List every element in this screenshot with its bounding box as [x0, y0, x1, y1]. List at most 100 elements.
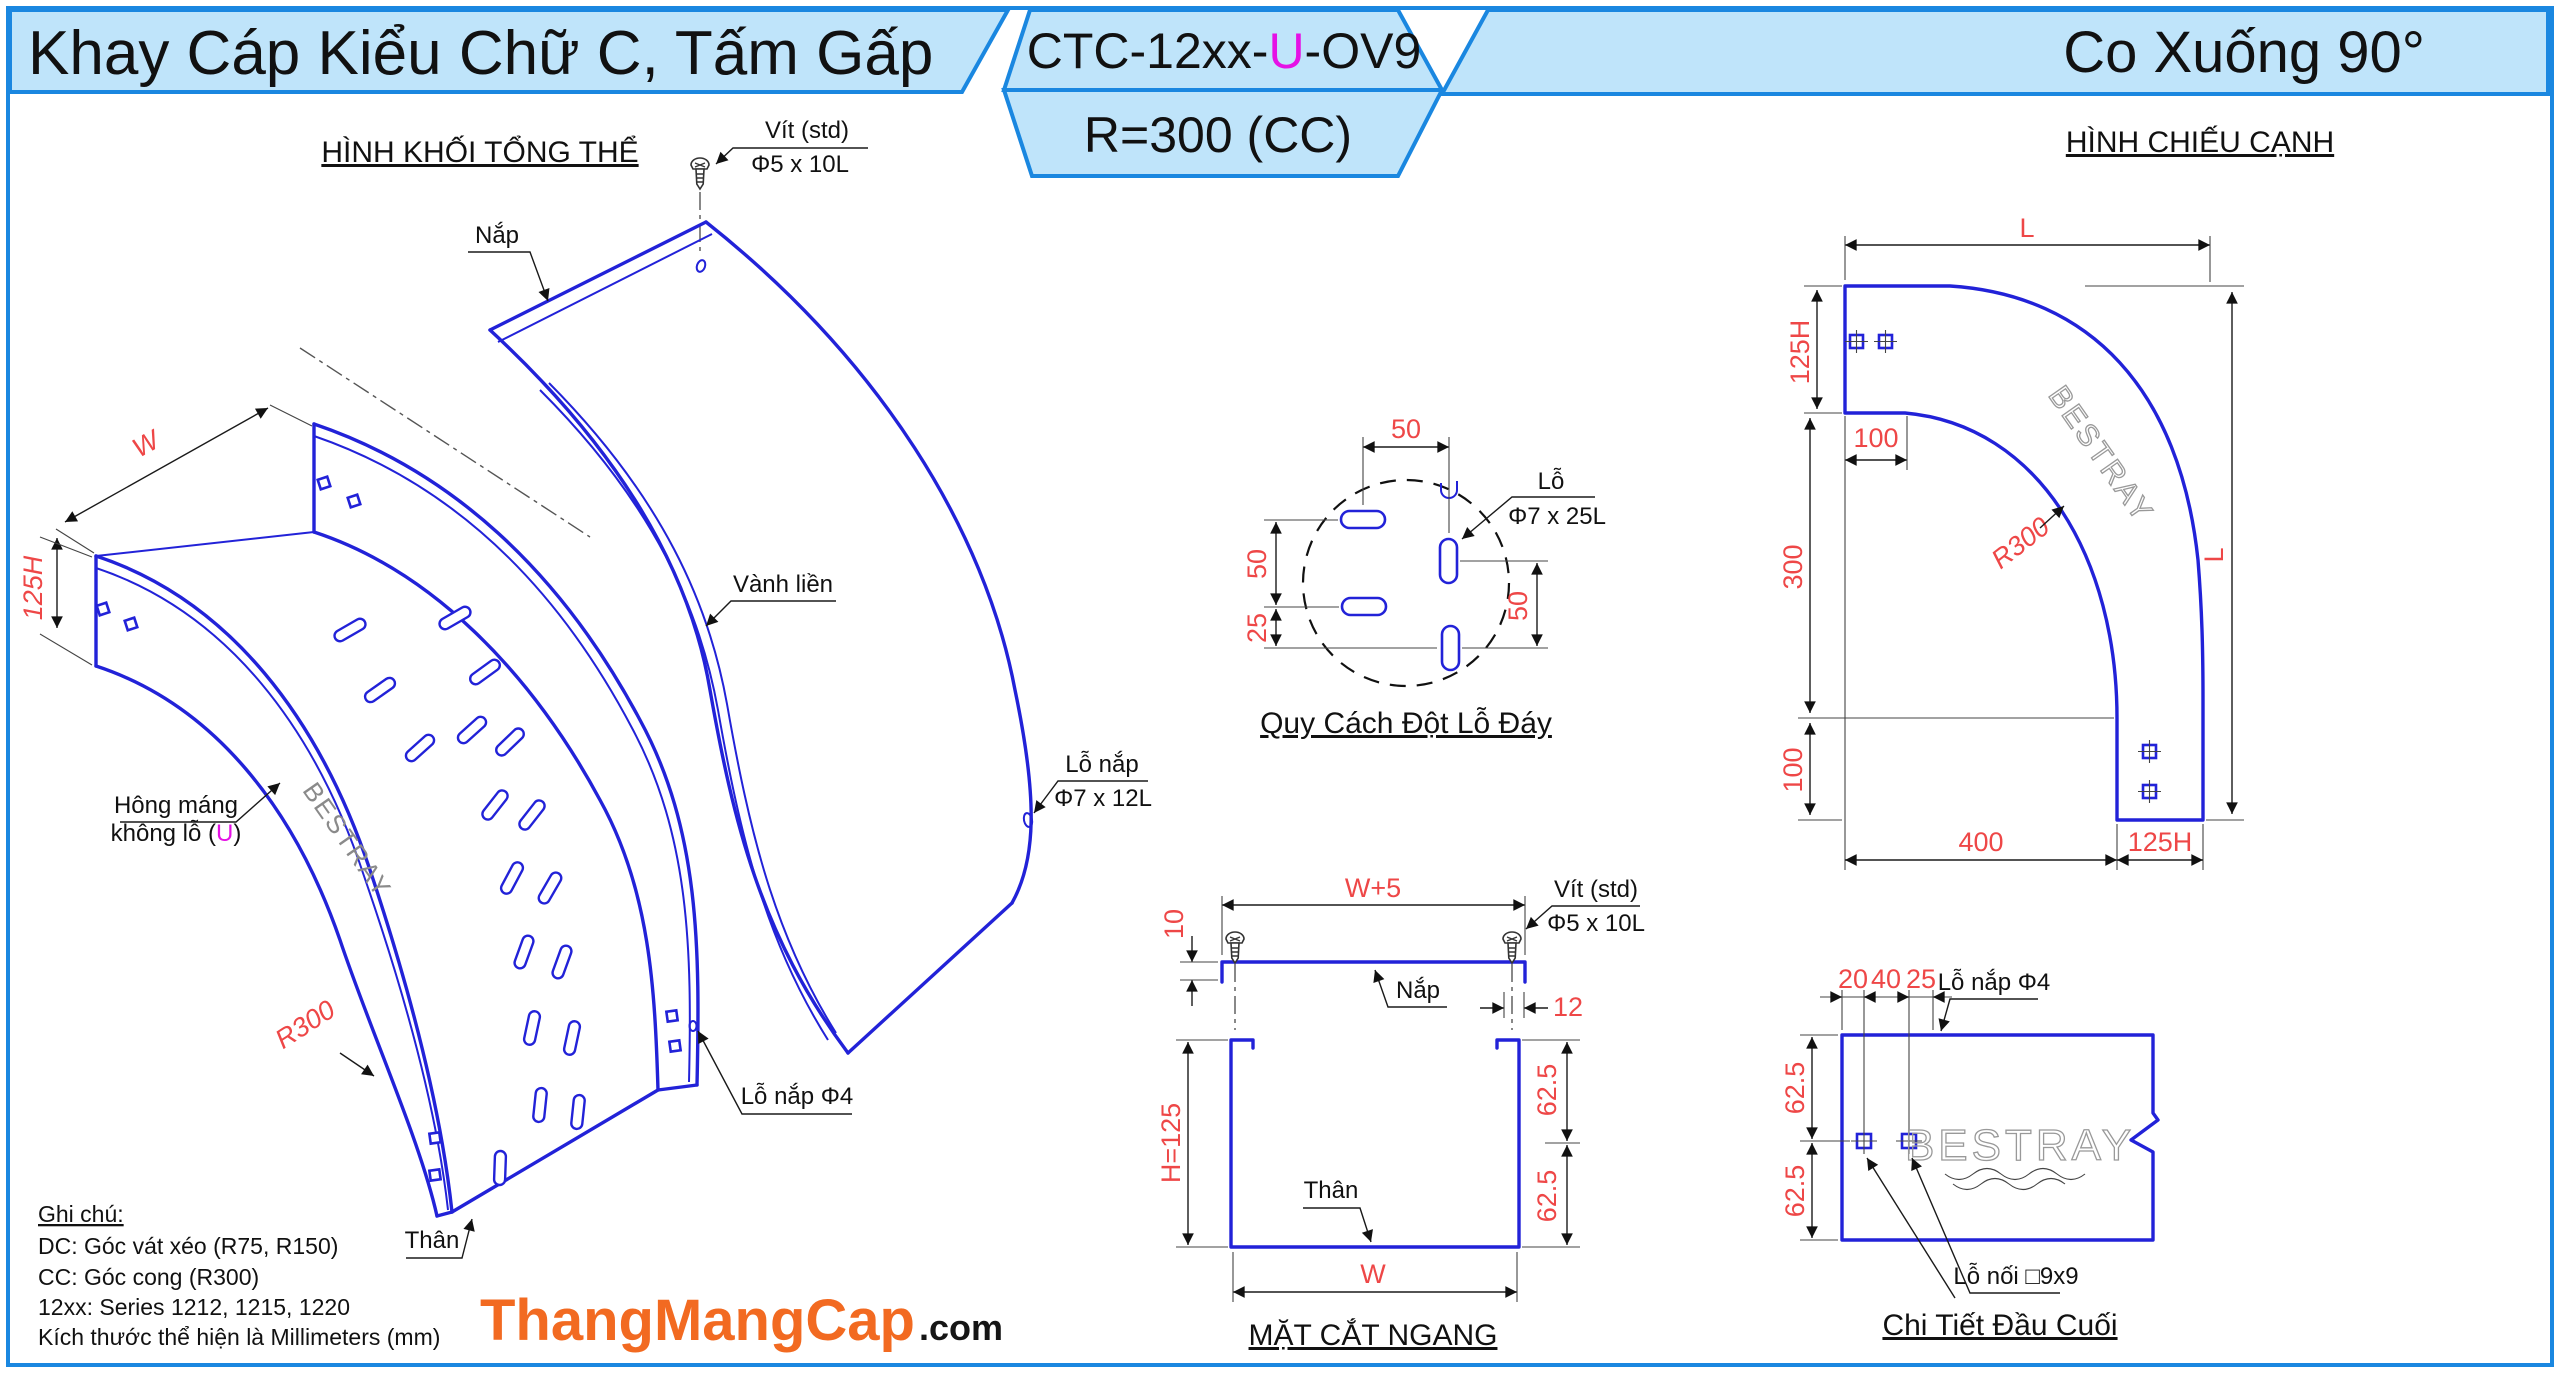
dim-w5: W+5: [1345, 873, 1401, 903]
leader-joint-hole-1: [1911, 1157, 2060, 1294]
dim-width: W: [127, 424, 166, 464]
side-outline: [1843, 284, 2205, 822]
label-joint-hole: Lỗ nối □9x9: [1953, 1263, 2078, 1290]
view-side-title: HÌNH CHIẾU CẠNH: [2066, 125, 2334, 159]
dim-40: 40: [1871, 964, 1901, 994]
dim-300: 300: [1778, 544, 1808, 589]
leader-side-wall: [120, 782, 281, 823]
dim-625-lower: 62.5: [1532, 1170, 1562, 1223]
slot-h2: [1340, 596, 1388, 617]
section-cover: [1220, 960, 1527, 984]
slot-v2: [1440, 624, 1461, 672]
side-dimens: L L 125H 100 300 100 400 125H R300: [1778, 213, 2244, 870]
watermark-wave: [1944, 1167, 2086, 1191]
note-dc: DC: Góc vát xéo (R75, R150): [38, 1233, 338, 1259]
view-section: W+5 10 12 H=125 62.5 62.5 W Nắp Thân: [1156, 873, 1645, 1352]
watermark-overall: BESTRAY: [297, 777, 398, 904]
dim-100-top: 100: [1853, 423, 1898, 453]
body-near-wall: [94, 554, 454, 1218]
fitting-title: Co Xuống 90°: [2063, 20, 2425, 85]
brand-logo-suffix: .com: [919, 1307, 1003, 1348]
dim-125h-bottom: 125H: [2128, 827, 2193, 857]
section-body: [1229, 1038, 1521, 1249]
section-labels: Nắp Thân Vít (std) Φ5 x 10L: [1303, 876, 1645, 1243]
body-web: [95, 531, 660, 1214]
leader-joint-hole-2: [1866, 1157, 1956, 1299]
punch-boundary-circle: [1301, 478, 1511, 688]
dim-end-625-upper: 62.5: [1780, 1062, 1810, 1115]
header: Khay Cáp Kiểu Chữ C, Tấm Gấp CTC-12xx-U-…: [8, 8, 2550, 178]
dim-10: 10: [1159, 909, 1189, 939]
alignment-centerline: [299, 347, 591, 538]
label-rim: Vành liền: [733, 571, 833, 598]
label-end-cap-hole: Lỗ nắp Φ4: [1938, 969, 2051, 996]
leader-section-cover: [1373, 969, 1447, 1008]
slot-v1: [1438, 537, 1459, 585]
punch-dimens: 50 50 25 50: [1242, 414, 1548, 649]
side-holes: [1845, 330, 2161, 803]
label-hole-1: Lỗ: [1538, 468, 1565, 495]
brand-logo: ThangMangCap .com: [480, 1288, 1003, 1353]
leader-section-body: [1303, 1207, 1373, 1243]
body-far-wall: [312, 422, 700, 1092]
cover-screw-hole: [695, 259, 707, 273]
leader-section-screw: [1525, 905, 1640, 930]
label-hole-2: Φ7 x 25L: [1508, 503, 1606, 530]
section-dimens: W+5 10 12 H=125 62.5 62.5 W: [1156, 873, 1583, 1302]
label-screw-1: Vít (std): [765, 117, 849, 144]
notes-title: Ghi chú:: [38, 1201, 124, 1227]
dim-400: 400: [1958, 827, 2003, 857]
screw-centerlines: [1234, 964, 1513, 1030]
dim-left-25: 25: [1242, 613, 1272, 643]
screw-icon: [690, 157, 710, 190]
product-code: CTC-12xx-U-OV9: [1027, 23, 1422, 79]
leader-screw: [715, 147, 868, 165]
notes-block: Ghi chú: DC: Góc vát xéo (R75, R150) CC:…: [38, 1201, 440, 1350]
overall-labels: Nắp Vành liền Lỗ nắp Φ7 x 12L Hông máng …: [111, 222, 1152, 1259]
label-cap-hole: Lỗ nắp Φ4: [741, 1083, 854, 1110]
header-radius-banner: [1001, 88, 1446, 178]
watermark-end: BESTRAY: [1905, 1121, 2135, 1170]
end-dimens: 20 40 25 62.5 62.5: [1780, 964, 1952, 1241]
cover-hole-7x12: [1022, 812, 1034, 828]
dim-625-upper: 62.5: [1532, 1064, 1562, 1117]
note-unit: Kích thước thể hiện là Millimeters (mm): [38, 1324, 440, 1350]
leader-end-cap-hole: [1938, 998, 2038, 1032]
label-side-wall-1: Hông máng: [114, 792, 238, 819]
label-section-screw-1: Vít (std): [1554, 876, 1638, 903]
radius-spec: R=300 (CC): [1084, 107, 1352, 163]
overall-dimens: W 125H R300: [18, 404, 375, 1077]
product-code-pre: CTC-12xx-: [1027, 23, 1269, 79]
dim-r300: R300: [1986, 511, 2055, 574]
product-code-post: -OV9: [1305, 23, 1422, 79]
label-side-wall-2: không lỗ (U): [111, 820, 242, 847]
dim-radius: R300: [270, 994, 340, 1054]
dim-L-right: L: [2199, 547, 2229, 562]
screw-icon-left: [1225, 931, 1245, 964]
cap-screw-hole-far: [688, 1020, 698, 1032]
leader-rim: [705, 600, 836, 627]
view-punch-title: Quy Cách Đột Lỗ Đáy: [1260, 707, 1552, 740]
leader-hole: [1461, 496, 1595, 540]
dim-20: 20: [1838, 964, 1868, 994]
product-code-accent: U: [1268, 23, 1304, 79]
dim-height: 125H: [18, 555, 48, 620]
label-side-wall-2-pre: không lỗ (: [111, 820, 216, 847]
label-side-wall-2-post: ): [233, 820, 241, 847]
brand-logo-main: ThangMangCap: [480, 1288, 915, 1353]
dim-L-top: L: [2019, 213, 2034, 243]
label-side-wall-2-accent: U: [216, 820, 233, 847]
note-series: 12xx: Series 1212, 1215, 1220: [38, 1294, 350, 1320]
dim-100-bottom: 100: [1778, 747, 1808, 792]
label-body: Thân: [405, 1227, 460, 1254]
label-cover-hole-1: Lỗ nắp: [1065, 751, 1138, 778]
end-outline: [1840, 1033, 2160, 1242]
dim-h125: H=125: [1156, 1103, 1186, 1183]
sheet-title: Khay Cáp Kiểu Chữ C, Tấm Gấp: [28, 19, 933, 88]
label-cover-hole-2: Φ7 x 12L: [1054, 785, 1152, 812]
note-cc: CC: Góc cong (R300): [38, 1264, 259, 1290]
label-section-body: Thân: [1304, 1177, 1359, 1204]
label-cover: Nắp: [475, 222, 519, 249]
